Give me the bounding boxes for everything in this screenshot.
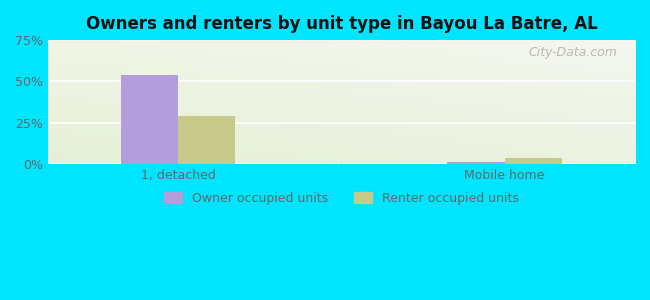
Bar bbox=[122, 75, 178, 164]
Title: Owners and renters by unit type in Bayou La Batre, AL: Owners and renters by unit type in Bayou… bbox=[86, 15, 597, 33]
Legend: Owner occupied units, Renter occupied units: Owner occupied units, Renter occupied un… bbox=[159, 187, 524, 210]
Bar bbox=[447, 162, 504, 164]
Bar bbox=[504, 158, 562, 164]
Bar bbox=[178, 116, 235, 164]
Text: City-Data.com: City-Data.com bbox=[528, 46, 618, 59]
